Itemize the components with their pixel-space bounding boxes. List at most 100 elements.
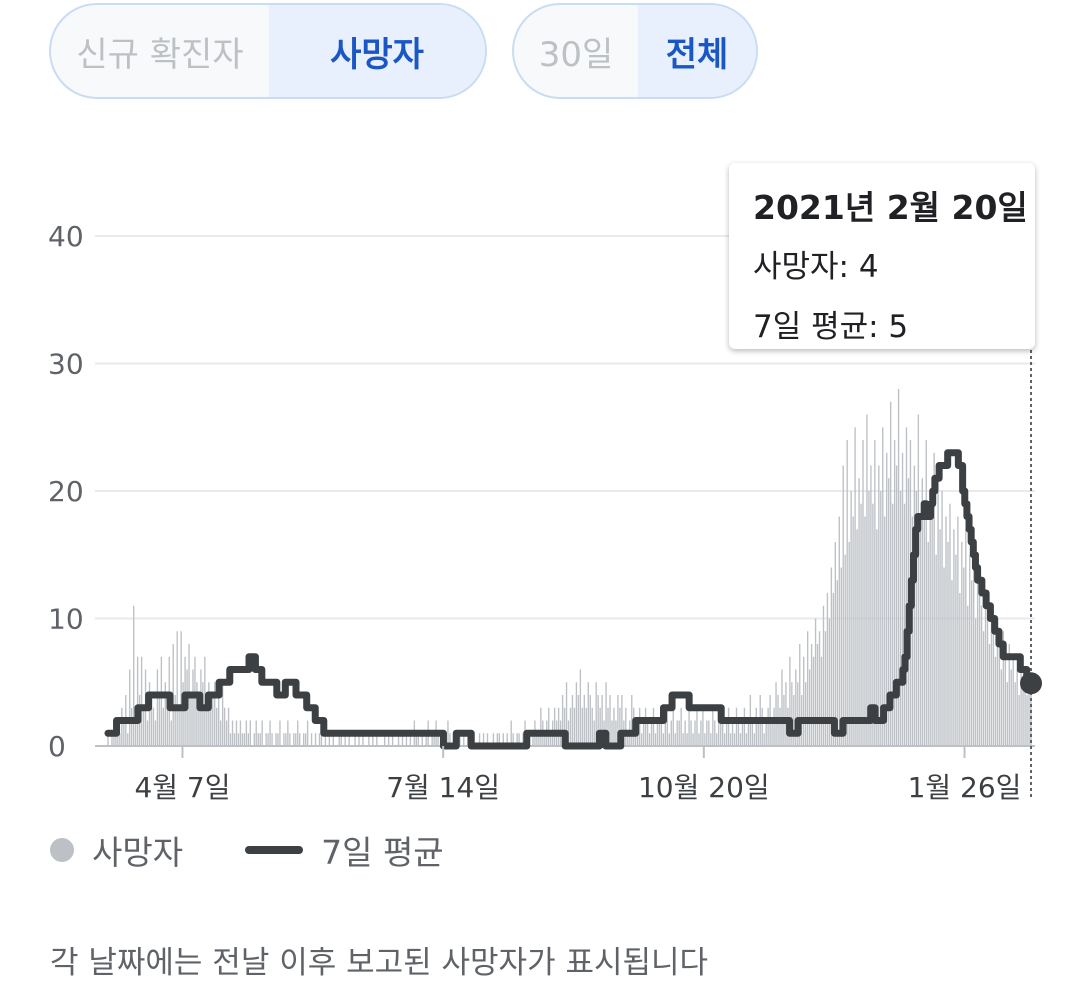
death-bar bbox=[676, 720, 678, 746]
death-bar bbox=[597, 695, 599, 746]
death-bar bbox=[133, 605, 135, 746]
death-bar bbox=[808, 669, 811, 746]
death-bar bbox=[882, 427, 884, 746]
death-bar bbox=[208, 682, 210, 746]
death-bar bbox=[563, 707, 566, 746]
death-bar bbox=[662, 733, 665, 746]
y-tick-label: 30 bbox=[48, 348, 84, 381]
death-bar bbox=[233, 733, 236, 746]
death-bar bbox=[682, 733, 684, 746]
death-bar bbox=[971, 580, 973, 746]
death-bar bbox=[152, 707, 155, 746]
death-bar bbox=[996, 618, 999, 746]
death-bar bbox=[146, 720, 149, 746]
death-bar bbox=[182, 682, 184, 746]
death-bar bbox=[941, 491, 943, 746]
death-bar bbox=[775, 682, 777, 746]
death-bar bbox=[694, 720, 696, 746]
death-bar bbox=[409, 733, 412, 746]
death-bar bbox=[915, 491, 918, 746]
death-bar bbox=[619, 707, 621, 746]
death-bar bbox=[751, 720, 754, 746]
death-bar bbox=[115, 733, 117, 746]
death-bar bbox=[721, 720, 724, 746]
death-bar bbox=[1000, 669, 1003, 746]
death-bar bbox=[344, 733, 346, 746]
death-bar bbox=[860, 503, 862, 746]
death-bar bbox=[791, 682, 793, 746]
death-bar bbox=[856, 529, 858, 746]
death-bar bbox=[532, 733, 534, 746]
average-line-path bbox=[104, 449, 1035, 750]
death-bar bbox=[271, 733, 273, 746]
death-bar bbox=[522, 733, 524, 746]
death-bar bbox=[178, 707, 180, 746]
tab-new-cases[interactable]: 신규 확진자 bbox=[76, 34, 244, 75]
death-bar bbox=[459, 733, 461, 746]
death-bar bbox=[611, 720, 613, 746]
death-bar bbox=[249, 720, 251, 746]
death-bar bbox=[148, 682, 151, 746]
death-bar bbox=[221, 682, 224, 746]
tab-all-time[interactable]: 전체 bbox=[638, 5, 756, 97]
death-bar bbox=[880, 491, 882, 746]
death-bar bbox=[767, 707, 769, 746]
death-bar bbox=[362, 733, 364, 746]
death-bar bbox=[745, 733, 748, 746]
x-tick-label: 10월 20일 bbox=[638, 771, 770, 804]
death-bar bbox=[650, 720, 653, 746]
death-bar bbox=[830, 567, 833, 746]
death-bar bbox=[354, 733, 356, 746]
death-bar bbox=[708, 720, 710, 746]
death-bar bbox=[844, 554, 846, 746]
deaths-chart[interactable]: 0 10 20 30 40 4월 7일 7월 14일 10월 20일 1월 26일 bbox=[0, 0, 1080, 820]
death-bar bbox=[635, 733, 637, 746]
death-bar bbox=[170, 720, 172, 746]
death-bar bbox=[162, 707, 165, 746]
death-bar bbox=[700, 720, 702, 746]
death-bar bbox=[613, 707, 615, 746]
death-bar bbox=[646, 720, 649, 746]
death-bar bbox=[988, 644, 991, 746]
death-bar bbox=[372, 733, 374, 746]
death-bar bbox=[548, 707, 550, 746]
death-bar bbox=[289, 733, 291, 746]
death-bar bbox=[919, 529, 922, 746]
tab-30-days[interactable]: 30일 bbox=[538, 34, 614, 75]
death-bar bbox=[304, 733, 307, 746]
death-bar bbox=[577, 695, 580, 746]
death-bar bbox=[269, 720, 271, 746]
death-bar bbox=[595, 682, 597, 746]
legend-bars-label: 사망자 bbox=[92, 833, 184, 872]
death-bar bbox=[150, 695, 153, 746]
death-bar bbox=[716, 733, 718, 746]
death-bar bbox=[810, 644, 813, 746]
death-bar bbox=[925, 440, 927, 746]
x-tick-label: 1월 26일 bbox=[908, 771, 1022, 804]
death-bar bbox=[718, 720, 720, 746]
death-bar bbox=[836, 580, 838, 746]
death-bar bbox=[206, 695, 208, 746]
tab-deaths[interactable]: 사망자 bbox=[269, 5, 485, 97]
death-bar bbox=[1026, 695, 1028, 746]
death-bar bbox=[391, 733, 394, 746]
death-bar bbox=[176, 631, 178, 746]
death-bar bbox=[631, 695, 633, 746]
death-bar bbox=[140, 656, 143, 746]
death-bar bbox=[204, 656, 206, 746]
death-bar bbox=[978, 593, 981, 746]
death-bar bbox=[688, 707, 690, 746]
death-bar bbox=[822, 605, 825, 746]
death-bar bbox=[1020, 656, 1022, 746]
death-bar bbox=[642, 720, 645, 746]
death-bar bbox=[314, 733, 317, 746]
death-bar bbox=[302, 733, 305, 746]
y-tick-label: 10 bbox=[48, 603, 84, 636]
death-bar bbox=[664, 720, 667, 746]
death-bar bbox=[684, 720, 686, 746]
death-bar bbox=[415, 733, 418, 746]
y-axis: 0 10 20 30 40 bbox=[48, 220, 84, 763]
hover-point bbox=[1020, 672, 1042, 695]
death-bar bbox=[840, 567, 842, 746]
death-bar bbox=[799, 644, 801, 746]
